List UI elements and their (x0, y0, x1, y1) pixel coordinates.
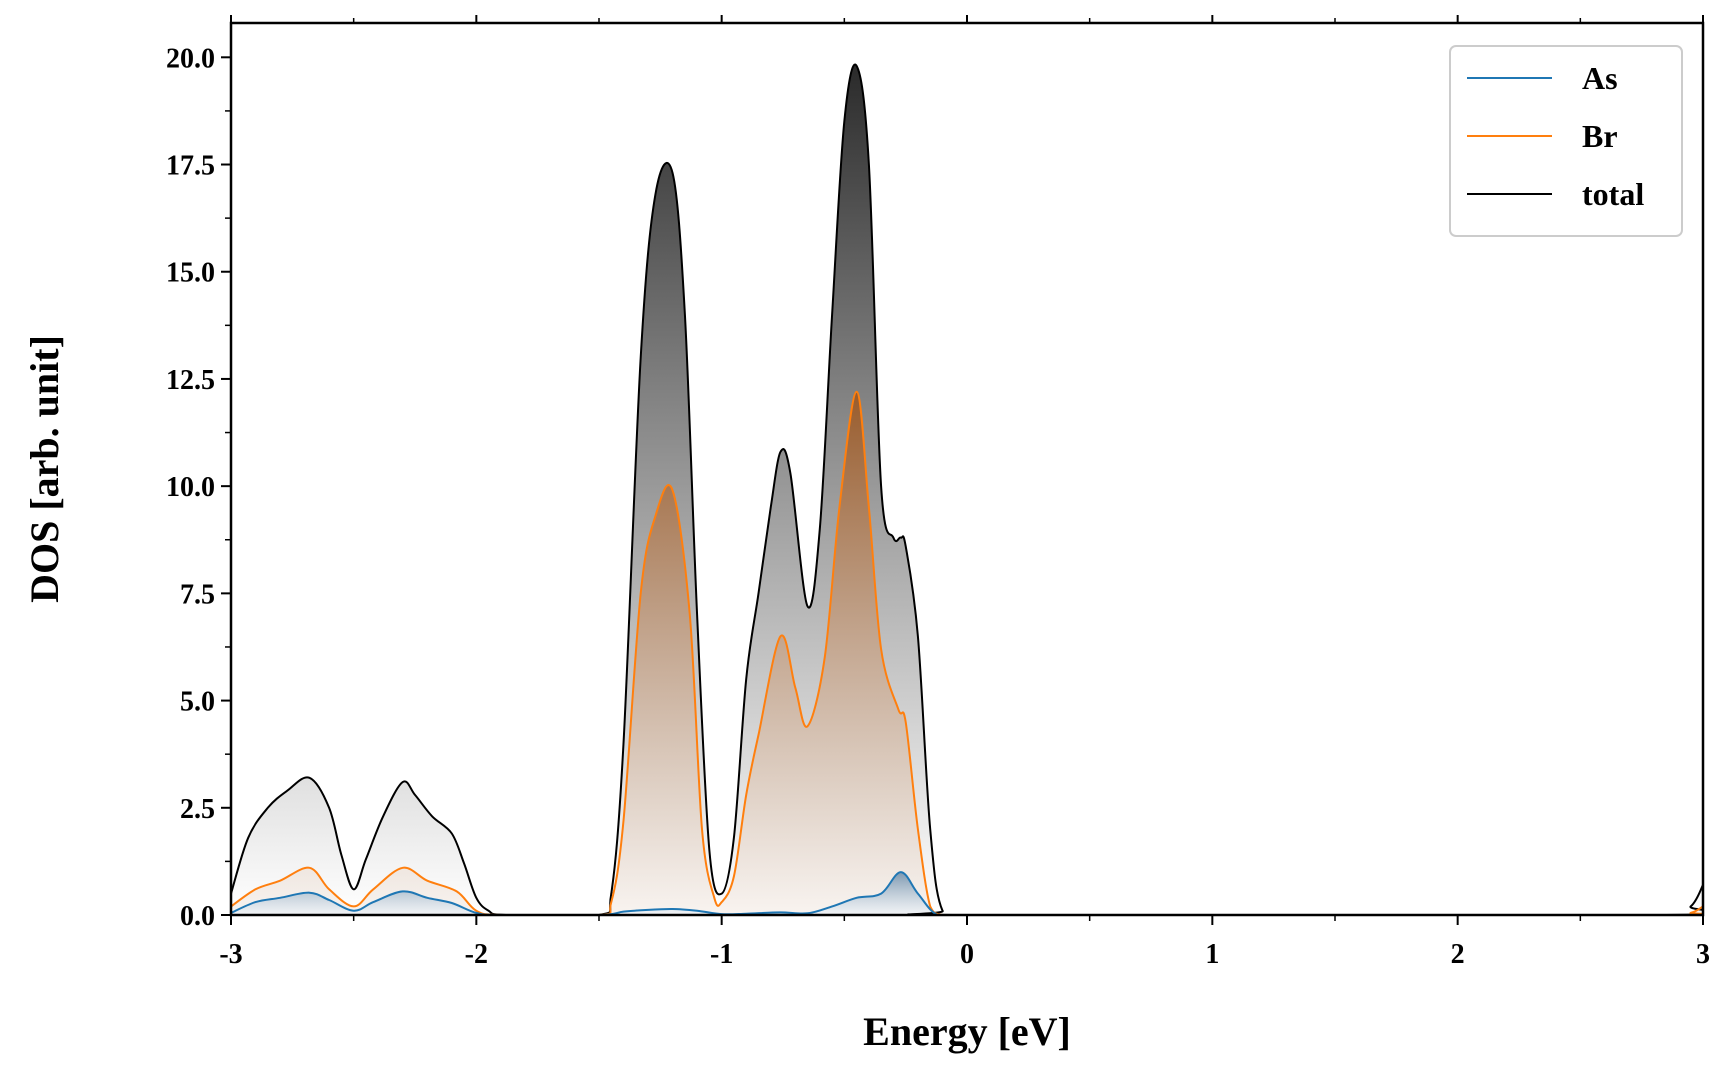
x-tick-label: -3 (219, 939, 242, 970)
legend: As Br total (1449, 45, 1683, 237)
x-tick-label: 2 (1451, 939, 1465, 970)
line-Br (231, 390, 1703, 915)
y-tick-label: 20.0 (166, 43, 215, 74)
x-tick-label: 1 (1205, 939, 1219, 970)
x-tick-label: -2 (465, 939, 488, 970)
y-axis-ticks: 0.0 2.5 5.0 7.5 10.0 12.5 15.0 17.5 20.0 (166, 43, 231, 932)
legend-box (1449, 45, 1683, 237)
y-axis-label: DOS [arb. unit] (22, 335, 67, 603)
x-tick-label: -1 (710, 939, 733, 970)
legend-label-Br: Br (1582, 118, 1618, 154)
legend-label-As: As (1582, 60, 1618, 96)
dos-lines (231, 63, 1703, 915)
y-tick-label: 0.0 (180, 901, 215, 932)
y-tick-label: 5.0 (180, 687, 215, 718)
y-tick-label: 2.5 (180, 794, 215, 825)
area-Br (231, 391, 1703, 915)
y-tick-label: 7.5 (180, 579, 215, 610)
x-axis-label: Energy [eV] (863, 1009, 1071, 1054)
x-tick-label: 3 (1696, 939, 1710, 970)
x-axis-ticks: -3 -2 -1 0 1 2 3 (219, 15, 1710, 970)
y-tick-label: 15.0 (166, 258, 215, 289)
y-tick-label: 12.5 (166, 365, 215, 396)
legend-label-total: total (1582, 176, 1644, 212)
x-tick-label: 0 (960, 939, 974, 970)
line-total (231, 63, 1703, 915)
y-tick-label: 17.5 (166, 151, 215, 182)
line-As (231, 871, 1703, 915)
y-tick-label: 10.0 (166, 472, 215, 503)
area-As (231, 872, 1703, 915)
